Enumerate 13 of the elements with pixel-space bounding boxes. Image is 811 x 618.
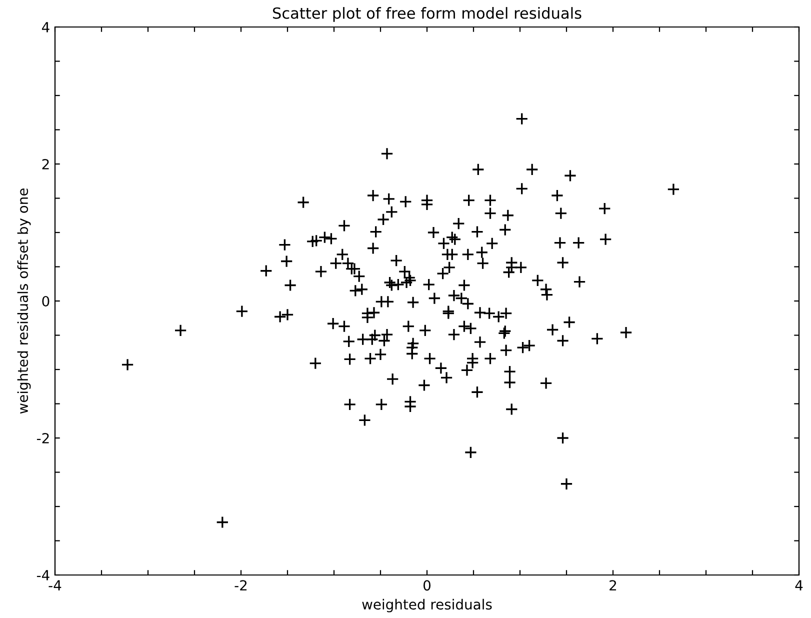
x-tick-label: -2 [234,580,247,590]
y-tick-label: 2 [42,158,49,170]
y-axis-title: weighted residuals offset by one [17,188,31,414]
x-tick-label: 2 [610,580,616,590]
y-tick-label: -4 [36,570,50,580]
x-tick-label: -4 [48,580,62,590]
y-tick-label: 0 [42,296,50,306]
x-tick-label: 0 [423,580,430,591]
x-tick-label: 4 [795,580,803,590]
chart-title: Scatter plot of free form model residuals [272,7,582,22]
x-axis-title: weighted residuals [362,598,492,612]
y-tick-label: 4 [42,22,50,32]
y-tick-label: -2 [36,432,49,444]
